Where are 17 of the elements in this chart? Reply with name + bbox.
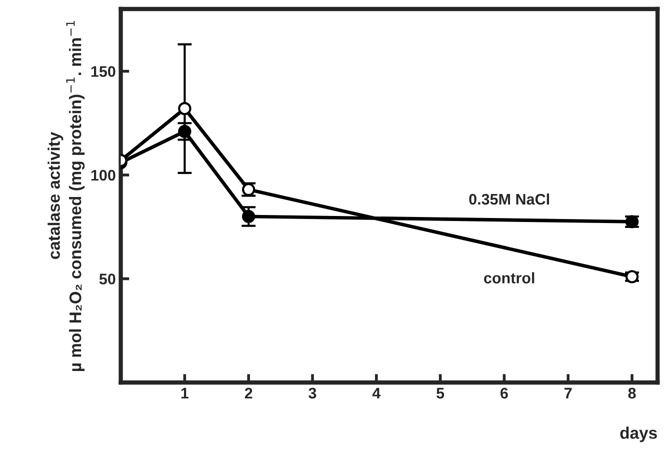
x-tick-label: 3 (308, 388, 316, 399)
x-axis-title: days (620, 426, 657, 442)
y-tick-label: 100 (91, 170, 116, 181)
series-label: 0.35M NaCl (469, 193, 549, 205)
point (242, 210, 256, 224)
x-tick-label: 5 (436, 388, 444, 399)
x-tick-label: 4 (372, 388, 381, 398)
y-axis-title: catalase activity µ mol H₂O₂ consumed (mg protein)$^{−1}$. min$^{−1}$ (48, 20, 85, 371)
point (178, 102, 192, 116)
y-tick-label: 150 (91, 66, 116, 77)
x-tick-label: 1 (181, 388, 189, 398)
x-tick-label: 2 (244, 388, 252, 398)
x-tick-label: 7 (564, 388, 572, 398)
y-tick-label: 50 (99, 274, 116, 284)
x-tick-label: 8 (628, 388, 636, 399)
series-label: control (484, 272, 534, 284)
x-tick-label: 6 (500, 388, 508, 399)
